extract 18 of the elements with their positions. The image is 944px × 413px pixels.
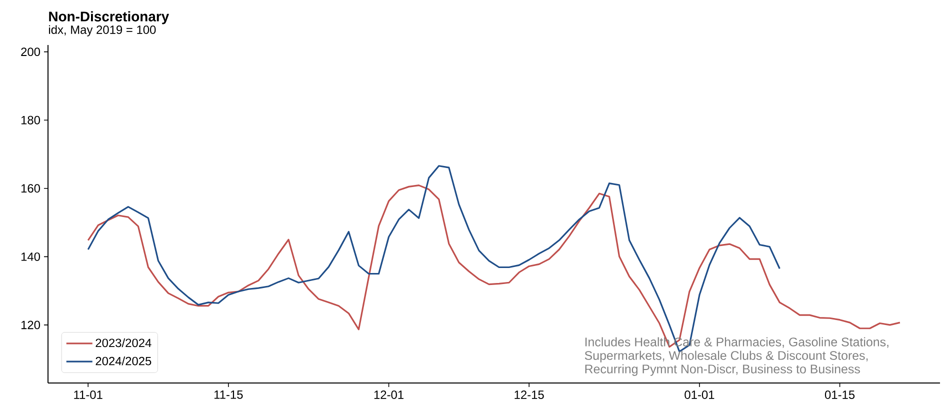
y-tick-label: 140 bbox=[21, 252, 40, 261]
y-tick-label: 120 bbox=[21, 320, 40, 330]
annotation: Recurring Pymnt Non-Discr, Business to Business bbox=[585, 364, 860, 376]
y-tick-label: 180 bbox=[21, 116, 40, 124]
x-tick-label: 01-01 bbox=[684, 390, 714, 399]
chart-title: Non-Discretionary bbox=[49, 11, 170, 24]
line-series bbox=[87, 184, 901, 348]
x-tick-label: 11-01 bbox=[74, 390, 102, 399]
x-tick-label: 11-15 bbox=[214, 390, 243, 399]
y-tick-label: 160 bbox=[21, 184, 40, 193]
legend-label: 2024/2025 bbox=[96, 356, 152, 366]
chart-subtitle: idx, May 2019 = 100 bbox=[49, 25, 156, 36]
y-tick-label: 200 bbox=[21, 48, 40, 56]
legend-label: 2023/2024 bbox=[96, 338, 152, 348]
x-tick-label: 12-15 bbox=[514, 390, 544, 399]
x-tick-label: 01-15 bbox=[824, 390, 855, 399]
annotation: Supermarkets, Wholesale Clubs & Discount Stores, bbox=[584, 350, 868, 362]
x-tick-label: 12-01 bbox=[374, 390, 404, 399]
